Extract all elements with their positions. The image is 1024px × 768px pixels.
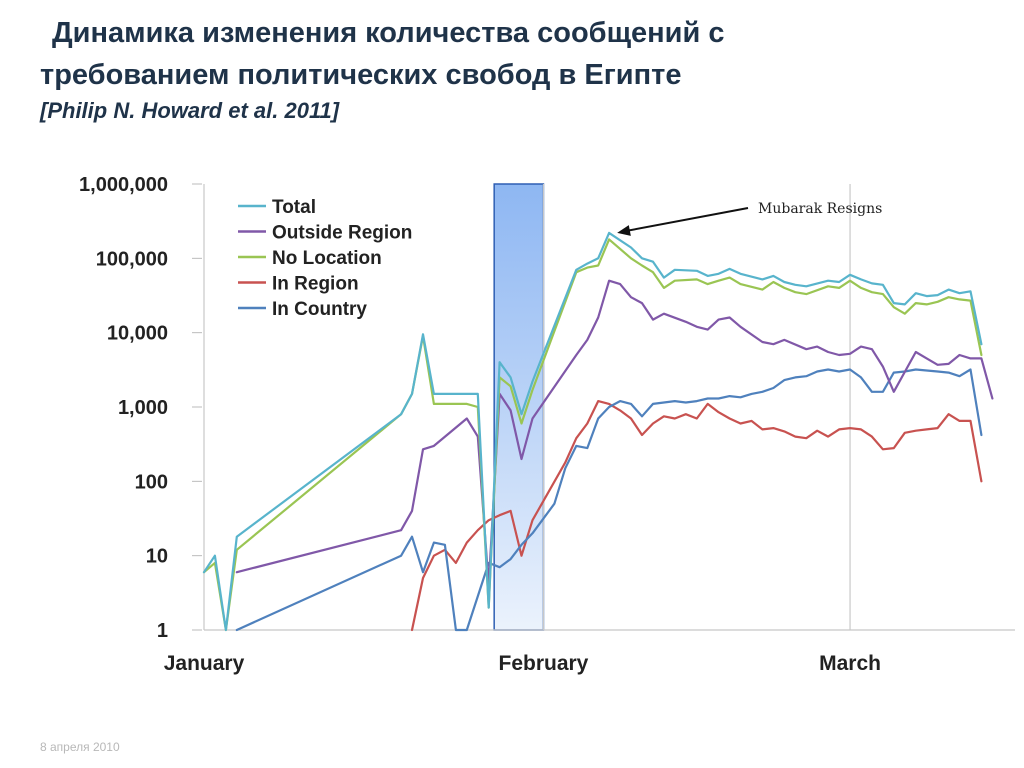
y-tick-label: 100 [135, 471, 168, 493]
citation: [Philip N. Howard et al. 2011] [40, 98, 340, 123]
y-tick-label: 10 [146, 546, 168, 568]
x-tick-label: January [164, 652, 245, 675]
series-line-no-location [202, 238, 983, 632]
annotation-arrow-head [617, 225, 631, 236]
x-tick-label: March [819, 652, 881, 675]
series-line-in-region [410, 400, 983, 632]
y-tick-label: 100,000 [96, 248, 168, 270]
title-line-2: требованием политических свобод в Египте [40, 59, 682, 91]
legend-label: Total [272, 197, 316, 218]
series-line-outside-region [235, 279, 994, 587]
series-line-in-country [235, 368, 983, 632]
legend-label: In Country [272, 299, 367, 320]
legend-label: No Location [272, 248, 382, 269]
annotation-arrow-shaft [620, 207, 749, 233]
series-line-total [202, 231, 983, 632]
y-tick-label: 1,000,000 [79, 174, 168, 196]
legend-label: Outside Region [272, 223, 412, 244]
slide-title: Динамика изменения количества сообщений … [40, 12, 940, 126]
legend-label: In Region [272, 274, 359, 295]
footer-date: 8 апреля 2010 [40, 740, 120, 754]
title-line-1: Динамика изменения количества сообщений … [52, 17, 725, 49]
y-tick-label: 1 [157, 620, 168, 642]
annotation-label: Mubarak Resigns [758, 201, 882, 217]
y-tick-label: 10,000 [107, 323, 168, 345]
x-tick-label: February [499, 652, 589, 675]
y-tick-label: 1,000 [118, 397, 168, 419]
